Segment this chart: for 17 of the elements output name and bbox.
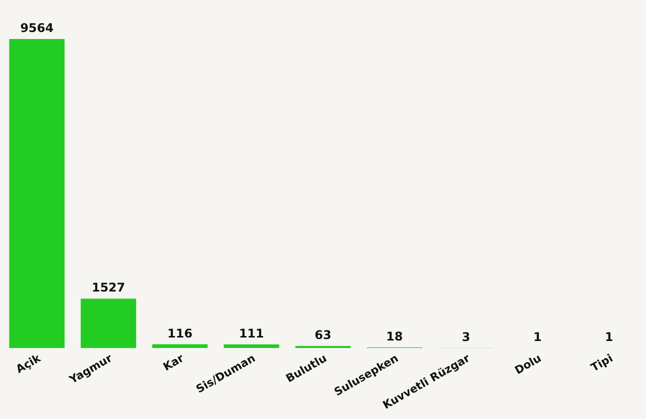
x-tick-label: Dolu	[512, 352, 544, 378]
x-tick-label: Tipi	[588, 352, 616, 374]
x-tick-label: Kar	[160, 351, 186, 374]
data-label: 9564	[20, 21, 54, 35]
bar	[152, 344, 208, 348]
data-label: 116	[167, 326, 192, 340]
data-label: 1	[533, 330, 542, 344]
x-tick-label: Açik	[14, 351, 44, 376]
bar	[80, 298, 136, 348]
data-label: 1527	[92, 280, 126, 295]
data-label: 63	[314, 328, 332, 342]
data-label: 111	[238, 326, 264, 340]
data-label: 3	[462, 330, 470, 344]
bar	[224, 344, 280, 348]
data-label: 1	[604, 330, 614, 344]
data-label: 18	[386, 329, 403, 344]
bar	[9, 39, 65, 348]
